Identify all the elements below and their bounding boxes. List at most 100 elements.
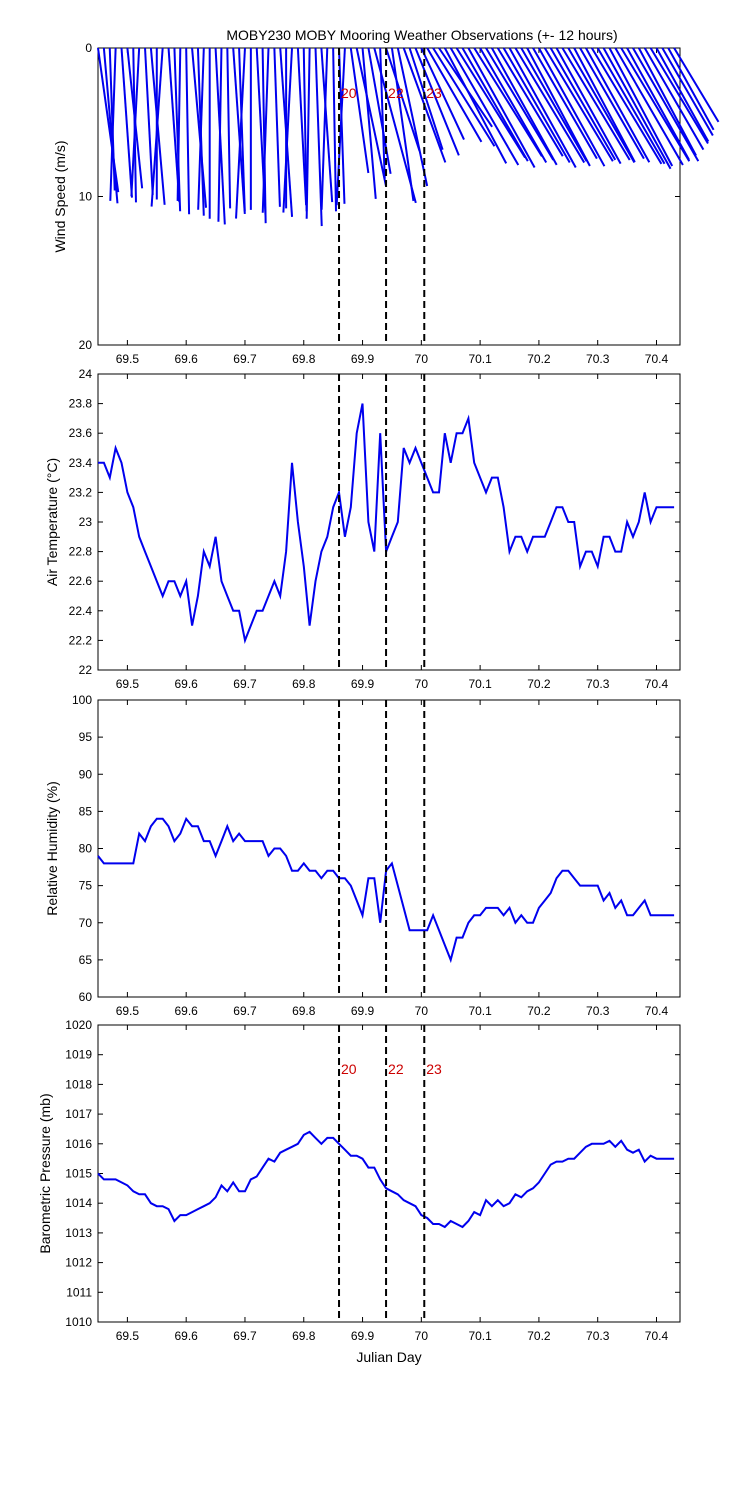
y-tick-label: 22.2 xyxy=(69,633,93,647)
x-tick-label: 69.6 xyxy=(175,1004,199,1018)
wind-stick xyxy=(150,47,164,207)
x-tick-label: 70.2 xyxy=(527,1004,551,1018)
chart-panels: 69.5 69.6 69.7 69.8 69.9 70 70.1 70.2 70.3 70.4 0 1… xyxy=(37,41,720,1365)
wind-stick xyxy=(232,47,246,214)
wind-stick xyxy=(526,47,591,167)
wind-stick xyxy=(320,47,329,210)
x-tick-label: 69.7 xyxy=(233,1004,257,1018)
x-tick-label: 69.9 xyxy=(351,352,375,366)
wind-stick xyxy=(355,47,387,187)
wind-stick xyxy=(296,47,308,206)
wind-stick xyxy=(661,47,714,136)
y-tick-label: 90 xyxy=(79,767,93,781)
y-tick-label: 23.8 xyxy=(69,397,93,411)
x-tick-label: 70.2 xyxy=(527,677,551,691)
wind-stick xyxy=(130,47,141,197)
wind-stick xyxy=(479,47,548,163)
wind-stick xyxy=(385,47,421,152)
x-tick-label: 70 xyxy=(415,1329,429,1343)
wind-stick xyxy=(655,47,710,142)
x-tick-label: 70.2 xyxy=(527,352,551,366)
wind-stick xyxy=(626,47,690,161)
wind-stick xyxy=(432,47,496,147)
wind-stick xyxy=(449,47,520,166)
wind-stick xyxy=(520,47,588,162)
wind-stick xyxy=(502,47,571,163)
y-tick-label: 1016 xyxy=(65,1137,92,1151)
x-tick-label: 70.1 xyxy=(468,1004,492,1018)
y-tick-label: 95 xyxy=(79,730,93,744)
wind-stick xyxy=(637,47,697,156)
wind-stick xyxy=(332,47,338,212)
wind-stick xyxy=(496,47,564,157)
wind-stick xyxy=(538,47,606,167)
y-tick-label: 22.8 xyxy=(69,545,93,559)
y-tick-label: 23.4 xyxy=(69,456,93,470)
y-tick-label: 100 xyxy=(72,693,92,707)
x-tick-label: 70.2 xyxy=(527,1329,551,1343)
y-tick-label: 1015 xyxy=(65,1167,92,1181)
x-tick-label: 69.9 xyxy=(351,1329,375,1343)
x-tick-label: 69.8 xyxy=(292,352,316,366)
wind-stick xyxy=(314,47,323,227)
y-tick-label: 1017 xyxy=(65,1107,92,1121)
wind-stick xyxy=(532,47,598,160)
wind-stick xyxy=(555,47,622,165)
wind-stick xyxy=(282,47,293,213)
wind-stick xyxy=(573,47,636,163)
x-tick-label: 69.5 xyxy=(116,352,140,366)
y-tick-label: 85 xyxy=(79,804,93,818)
wind-stick xyxy=(305,47,311,219)
x-tick-label: 70.1 xyxy=(468,1329,492,1343)
y-tick-label: 22.4 xyxy=(69,604,93,618)
wind-stick xyxy=(643,47,705,151)
wind-stick xyxy=(109,47,117,201)
y-tick-label: 22 xyxy=(79,663,93,677)
y-tick-label: 1018 xyxy=(65,1077,92,1091)
wind-stick xyxy=(185,47,191,215)
wind-stick xyxy=(414,47,460,156)
wind-stick xyxy=(226,47,232,209)
x-tick-label: 70.4 xyxy=(645,677,669,691)
x-tick-label: 69.6 xyxy=(175,677,199,691)
wind-stick xyxy=(191,47,208,208)
y-tick-label: 1020 xyxy=(65,1018,92,1032)
x-tick-label: 69.8 xyxy=(292,677,316,691)
x-tick-label: 69.7 xyxy=(233,677,257,691)
x-tick-label: 70.4 xyxy=(645,1329,669,1343)
event-marker-label: 22 xyxy=(388,1061,404,1077)
x-tick-label: 70 xyxy=(415,1004,429,1018)
event-marker-label: 20 xyxy=(341,85,357,101)
y-tick-label: 1012 xyxy=(65,1256,92,1270)
event-marker-label: 20 xyxy=(341,1061,357,1077)
x-tick-label: 70.3 xyxy=(586,352,610,366)
y-tick-label: 0 xyxy=(85,41,92,55)
y-tick-label: 22.6 xyxy=(69,574,93,588)
plot-frame xyxy=(97,373,681,671)
wind-stick xyxy=(461,47,529,162)
wind-stick xyxy=(561,47,631,161)
y-tick-label: 1010 xyxy=(65,1315,92,1329)
y-axis-label: Wind Speed (m/s) xyxy=(52,140,68,252)
wind-stick xyxy=(320,47,334,203)
wind-stick xyxy=(420,47,465,140)
wind-stick xyxy=(567,47,636,163)
event-marker-label: 23 xyxy=(426,85,442,101)
wind-stick xyxy=(620,47,691,162)
wind-stick xyxy=(508,47,577,168)
x-tick-label: 70 xyxy=(415,677,429,691)
wind-stick xyxy=(632,47,700,162)
y-tick-label: 24 xyxy=(79,367,93,381)
x-tick-label: 69.9 xyxy=(351,1004,375,1018)
wind-stick xyxy=(176,47,182,201)
event-marker-label: 22 xyxy=(388,85,404,101)
y-tick-label: 23.6 xyxy=(69,426,93,440)
wind-stick xyxy=(197,47,205,210)
wind-stick xyxy=(408,47,444,150)
wind-stick xyxy=(261,47,267,224)
x-tick-label: 69.5 xyxy=(116,1004,140,1018)
event-marker-label: 23 xyxy=(426,1061,442,1077)
wind-stick xyxy=(667,47,715,131)
x-tick-label: 70.3 xyxy=(586,677,610,691)
